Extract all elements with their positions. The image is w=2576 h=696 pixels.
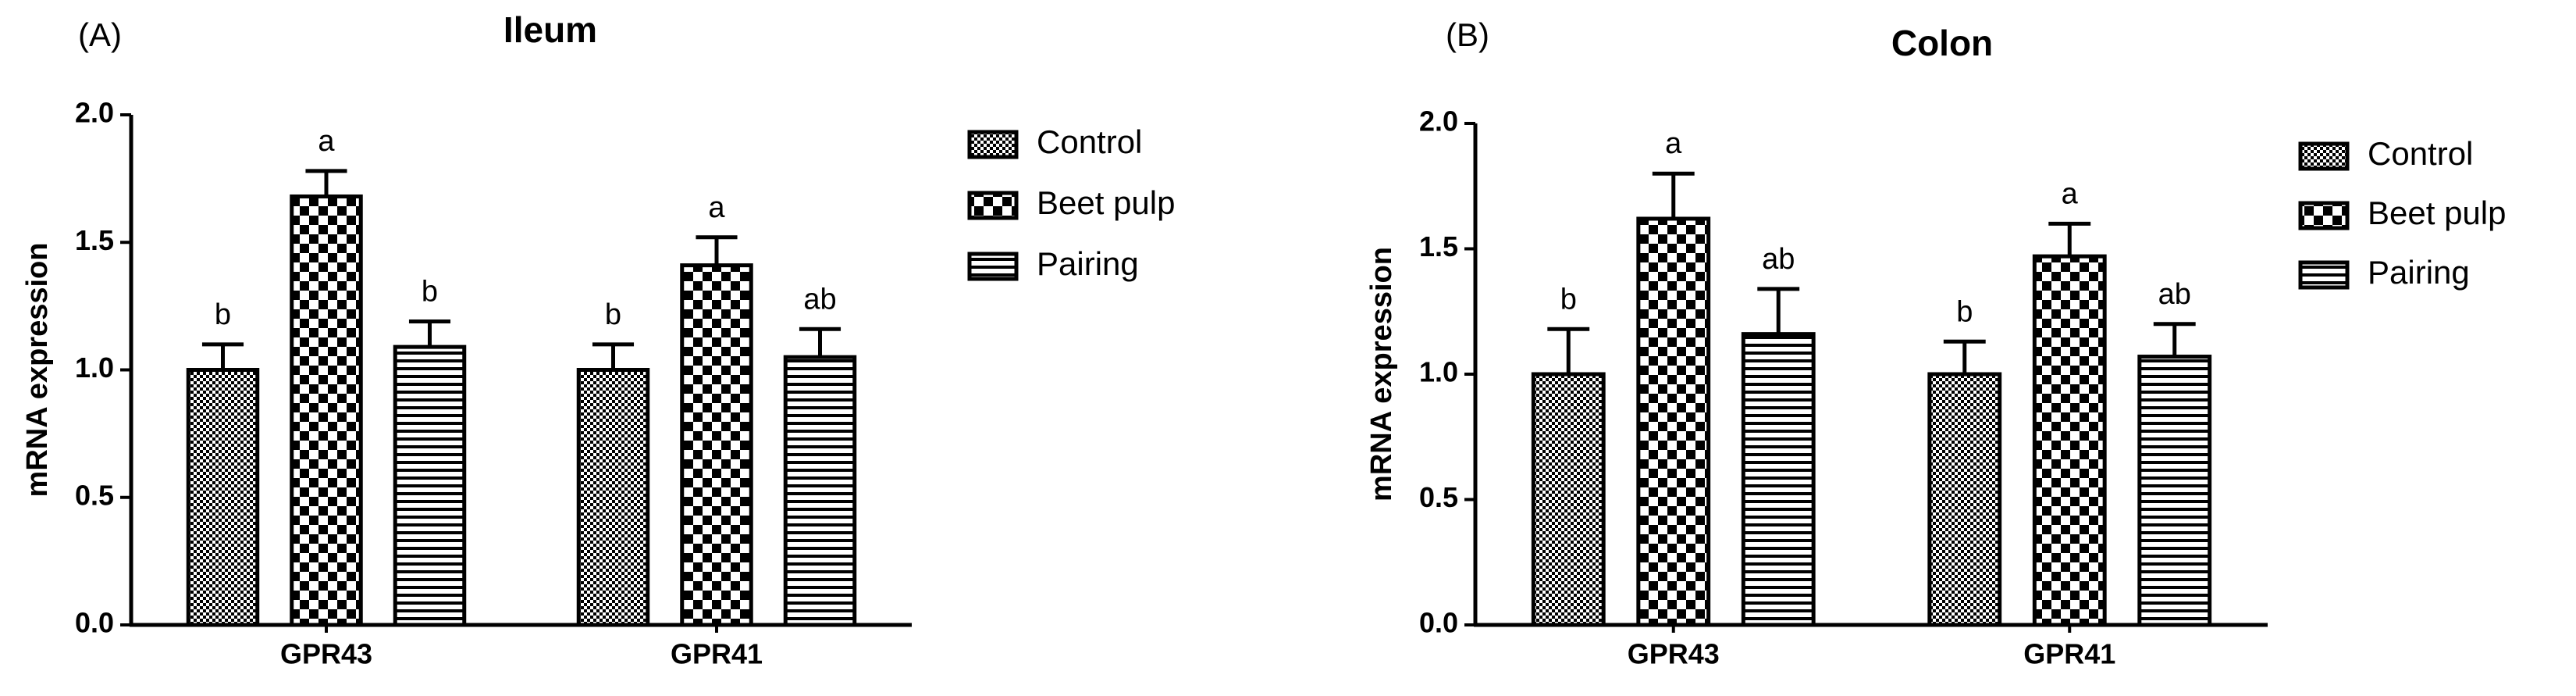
legend-swatch <box>2298 201 2350 230</box>
significance-letter: ab <box>1762 243 1795 276</box>
bar <box>290 194 363 627</box>
panel-label: (B) <box>1446 16 1489 53</box>
legend-label: Control <box>2368 135 2473 172</box>
significance-letter: b <box>215 298 231 331</box>
y-tick-label: 0.5 <box>1419 481 1458 513</box>
y-tick-label: 0.0 <box>1419 607 1458 639</box>
y-tick-label: 1.0 <box>1419 356 1458 388</box>
bar <box>2032 254 2107 627</box>
y-tick-label: 0.5 <box>75 479 114 511</box>
y-axis-label: mRNA expression <box>21 243 54 498</box>
bar <box>2137 355 2212 627</box>
y-tick-label: 2.0 <box>75 97 114 129</box>
bar <box>186 368 260 627</box>
significance-letter: ab <box>2158 278 2191 311</box>
y-tick-label: 0.0 <box>75 607 114 639</box>
x-tick-label: GPR43 <box>1628 638 1720 670</box>
legend-swatch <box>2298 141 2350 171</box>
x-tick-label: GPR41 <box>671 638 763 670</box>
y-tick-label: 1.5 <box>1419 230 1458 262</box>
significance-letter: ab <box>803 283 836 316</box>
legend-label: Pairing <box>1037 245 1139 282</box>
bar <box>393 344 467 627</box>
y-tick-label: 2.0 <box>1419 105 1458 137</box>
bar <box>680 263 753 627</box>
x-tick-label: GPR41 <box>2023 638 2115 670</box>
legend-swatch <box>2298 260 2350 290</box>
bar <box>1636 216 1711 627</box>
panel-label: (A) <box>78 16 122 53</box>
significance-letter: a <box>1665 127 1682 160</box>
significance-letter: b <box>1560 283 1577 316</box>
significance-letter: b <box>605 298 621 331</box>
significance-letter: a <box>2062 177 2079 210</box>
legend-label: Beet pulp <box>2368 195 2506 231</box>
bar <box>1531 372 1606 627</box>
significance-letter: a <box>708 191 725 224</box>
chart-title: Ileum <box>503 9 597 50</box>
legend-swatch <box>967 252 1019 281</box>
bar <box>1741 332 1816 627</box>
y-tick-label: 1.5 <box>75 224 114 256</box>
significance-letter: a <box>318 125 335 158</box>
significance-letter: b <box>1956 295 1973 328</box>
bar <box>576 368 650 627</box>
legend-swatch <box>967 191 1019 220</box>
legend-label: Control <box>1037 123 1142 160</box>
chart-title: Colon <box>1891 23 1993 63</box>
bar <box>1927 372 2002 627</box>
y-tick-label: 1.0 <box>75 352 114 384</box>
x-tick-label: GPR43 <box>280 638 372 670</box>
bar <box>783 355 857 627</box>
legend-swatch <box>967 130 1019 159</box>
y-axis-label: mRNA expression <box>1365 247 1398 501</box>
legend-label: Pairing <box>2368 254 2470 291</box>
legend-label: Beet pulp <box>1037 184 1175 221</box>
significance-letter: b <box>422 275 438 308</box>
